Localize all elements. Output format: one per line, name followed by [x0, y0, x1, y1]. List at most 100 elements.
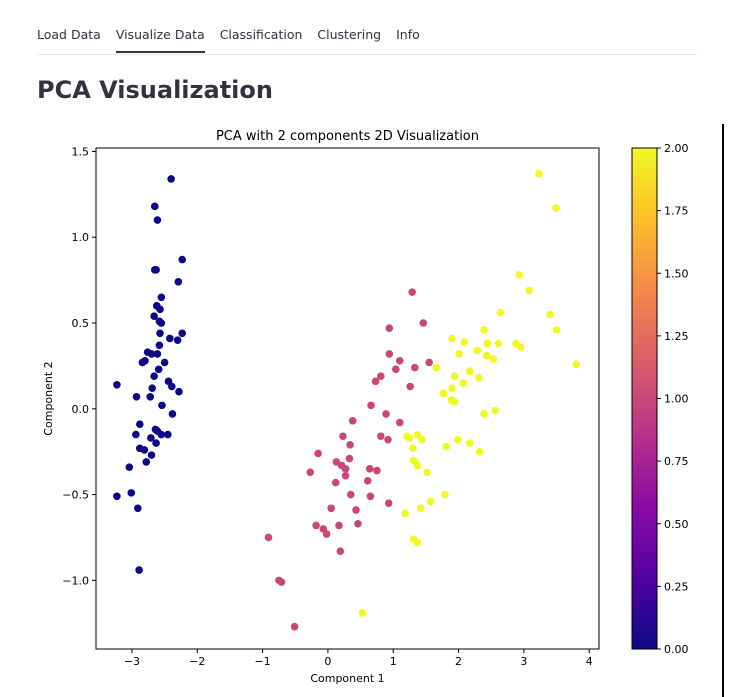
data-point — [395, 356, 404, 365]
data-point — [482, 351, 491, 360]
data-point — [406, 382, 415, 391]
data-point — [312, 521, 320, 530]
data-point — [491, 406, 499, 415]
data-point — [148, 384, 156, 393]
y-axis: −1.0 −0.5 0.0 0.5 1.0 1.5 — [62, 145, 96, 587]
data-point — [140, 446, 149, 454]
data-point — [147, 350, 156, 358]
data-point — [164, 430, 172, 439]
data-point — [157, 293, 166, 302]
tab-info[interactable]: Info — [396, 27, 420, 42]
y-tick-label: −1.0 — [62, 574, 89, 587]
colorbar-tick-label: 2.00 — [664, 142, 689, 155]
data-point — [157, 430, 166, 439]
data-point — [156, 305, 164, 314]
data-point — [178, 255, 187, 264]
data-point — [465, 367, 474, 375]
x-tick-label: −1 — [254, 655, 270, 668]
data-point — [290, 622, 299, 631]
x-axis: −3 −2 −1 0 1 2 3 4 — [124, 649, 593, 668]
data-point — [153, 350, 162, 358]
data-point — [135, 420, 144, 429]
data-point — [465, 439, 474, 447]
data-point — [336, 547, 345, 556]
data-point — [439, 389, 448, 398]
data-point — [135, 566, 143, 574]
colorbar-tick-label: 0.00 — [664, 643, 689, 656]
data-point — [277, 578, 286, 586]
data-point — [365, 465, 374, 473]
data-point — [448, 384, 456, 393]
data-point — [156, 329, 164, 338]
data-point — [147, 451, 156, 459]
x-tick-label: 4 — [586, 655, 593, 668]
data-point — [167, 175, 175, 183]
colorbar-tick-label: 1.25 — [664, 330, 689, 343]
data-point — [473, 346, 482, 355]
colorbar-axis: 0.00 0.25 0.50 0.75 1.00 1.25 1.50 1.75 2.00 — [657, 142, 689, 656]
data-point — [392, 365, 400, 374]
data-point — [496, 308, 505, 317]
data-point — [132, 430, 140, 439]
data-point — [125, 463, 134, 471]
data-point — [483, 339, 492, 348]
data-point — [546, 310, 554, 319]
data-point — [322, 530, 331, 538]
data-point — [152, 266, 160, 274]
data-point — [341, 471, 350, 480]
data-point — [152, 439, 160, 447]
data-point — [158, 401, 166, 410]
tab-classification[interactable]: Classification — [219, 27, 303, 42]
data-point — [127, 489, 136, 497]
data-point — [384, 499, 393, 507]
data-point — [358, 609, 367, 617]
x-tick-label: −3 — [124, 655, 140, 668]
scatter-points — [113, 169, 580, 631]
data-point — [166, 334, 174, 343]
data-point — [348, 417, 357, 425]
plot-area — [95, 147, 600, 650]
page-title: PCA Visualization — [37, 76, 273, 104]
data-point — [373, 466, 381, 475]
tab-bar: Load Data Visualize Data Classification Clu… — [37, 18, 697, 55]
data-point — [480, 410, 488, 418]
data-point — [142, 458, 151, 466]
tab-clustering[interactable]: Clustering — [317, 27, 382, 42]
data-point — [475, 447, 484, 456]
data-point — [408, 288, 416, 296]
data-point — [409, 444, 417, 453]
data-point — [410, 363, 419, 372]
x-axis-label: Component 1 — [310, 672, 384, 685]
data-point — [346, 490, 355, 499]
data-point — [572, 360, 580, 368]
data-point — [475, 374, 483, 382]
tab-visualize-data[interactable]: Visualize Data — [115, 18, 205, 53]
data-point — [352, 506, 360, 514]
data-point — [552, 204, 560, 212]
data-point — [480, 326, 488, 334]
data-point — [147, 434, 155, 442]
y-tick-label: 1.5 — [72, 145, 90, 158]
data-point — [426, 497, 435, 506]
tab-load-data[interactable]: Load Data — [37, 27, 101, 42]
data-point — [335, 521, 343, 530]
data-point — [354, 519, 362, 528]
data-point — [154, 365, 163, 374]
data-point — [423, 468, 431, 477]
data-point — [134, 504, 142, 513]
data-point — [264, 533, 273, 542]
data-point — [345, 454, 354, 463]
data-point — [371, 377, 380, 386]
data-point — [150, 312, 158, 320]
colorbar-tick-label: 1.75 — [664, 205, 689, 218]
data-point — [416, 504, 425, 513]
data-point — [384, 435, 392, 444]
data-point — [455, 350, 464, 358]
data-point — [535, 169, 543, 178]
y-tick-label: 0.0 — [72, 403, 90, 416]
data-point — [419, 319, 428, 327]
y-tick-label: 1.0 — [72, 231, 90, 244]
data-point — [173, 336, 182, 344]
pca-scatter-chart: −3 −2 −1 0 1 2 3 4 −1.0 −0.5 0.0 0.5 1.0 1.5 PCA wit… — [42, 129, 689, 685]
data-point — [413, 538, 422, 547]
